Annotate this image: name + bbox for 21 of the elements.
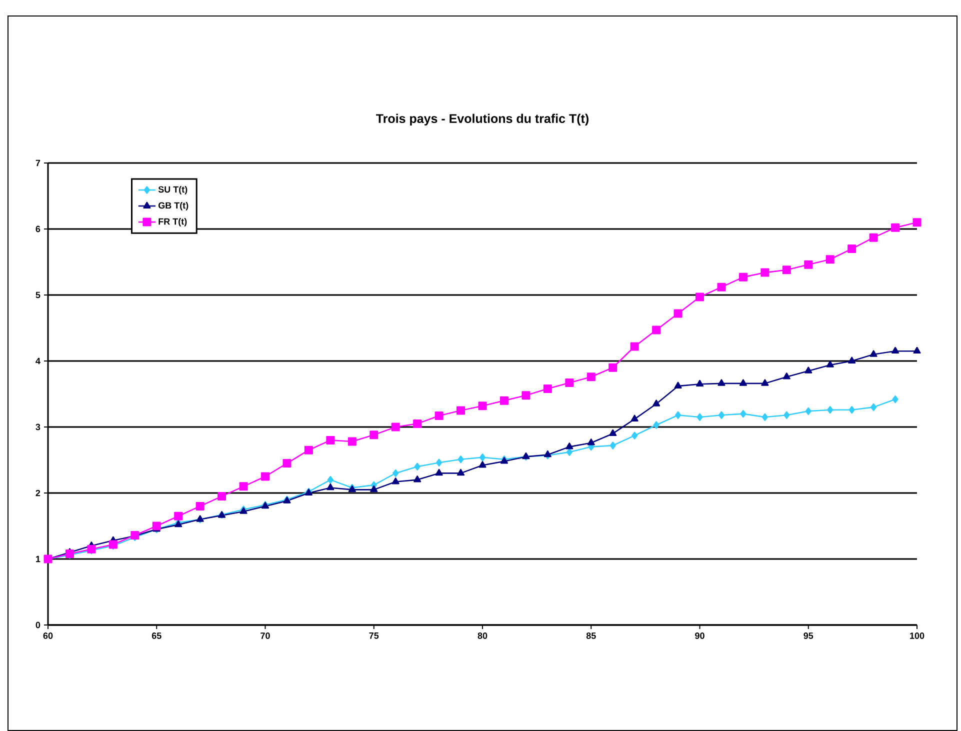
legend-label: FR T(t): [158, 218, 187, 226]
x-tick-label: 85: [586, 632, 596, 639]
x-tick-label: 90: [695, 632, 704, 639]
x-tick-label: 100: [910, 632, 924, 639]
x-tick-label: 80: [478, 632, 488, 639]
x-tick-label: 75: [369, 632, 379, 639]
y-tick-label: 0: [36, 622, 40, 628]
y-tick-label: 4: [36, 358, 40, 364]
y-tick-label: 1: [36, 556, 40, 562]
legend-label: GB T(t): [158, 202, 188, 210]
x-tick-label: 70: [260, 632, 270, 639]
x-tick-label: 95: [804, 632, 814, 639]
y-tick-label: 7: [36, 160, 40, 166]
x-tick-label: 60: [43, 632, 53, 639]
legend-label: SU T(t): [158, 186, 188, 194]
y-tick-label: 3: [36, 424, 40, 430]
y-tick-label: 5: [36, 292, 40, 298]
y-tick-label: 6: [36, 226, 40, 232]
y-tick-label: 2: [36, 490, 40, 496]
x-tick-label: 65: [152, 632, 162, 639]
chart-title: Trois pays - Evolutions du trafic T(t): [376, 114, 588, 126]
